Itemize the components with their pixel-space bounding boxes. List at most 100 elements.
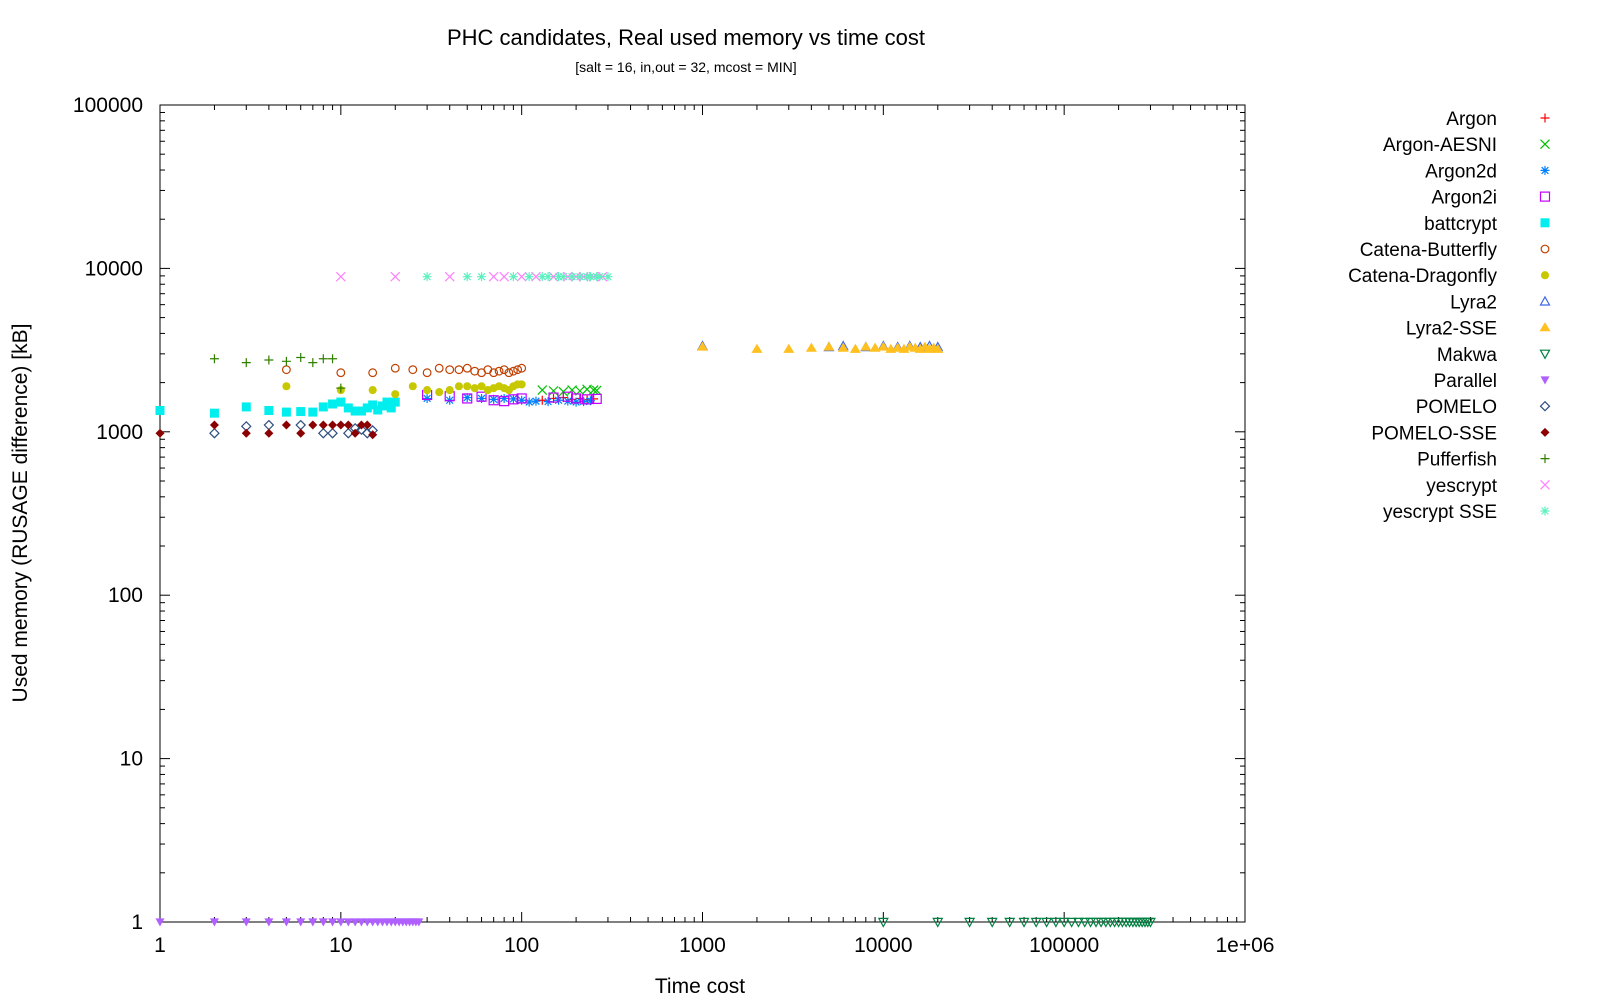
marker-shape bbox=[390, 271, 401, 282]
data-point-pomelo bbox=[263, 419, 275, 431]
marker-shape bbox=[591, 385, 602, 396]
data-point-pomelo-sse bbox=[336, 420, 346, 430]
data-point-lyra2-sse bbox=[697, 341, 708, 351]
marker-shape bbox=[591, 393, 602, 404]
marker-shape bbox=[1041, 917, 1053, 928]
marker-shape bbox=[1539, 400, 1551, 412]
data-point-pufferfish bbox=[296, 352, 306, 362]
data-point-lyra2-sse bbox=[805, 342, 817, 352]
legend-marker-pomelo-sse bbox=[1540, 427, 1550, 437]
marker-shape bbox=[964, 917, 976, 928]
data-point-pomelo-sse bbox=[155, 428, 165, 438]
data-point-lyra2-sse bbox=[860, 341, 872, 351]
data-point-makwa bbox=[1144, 917, 1156, 928]
marker-shape bbox=[567, 272, 577, 282]
marker-shape bbox=[932, 343, 944, 353]
data-point-catena-butterfly bbox=[499, 365, 509, 375]
data-point-catena-dragonfly bbox=[463, 382, 472, 391]
marker-shape bbox=[408, 365, 418, 375]
marker-shape bbox=[343, 403, 353, 413]
marker-shape bbox=[368, 386, 377, 395]
data-point-lyra2-sse bbox=[751, 343, 763, 353]
data-point-catena-butterfly bbox=[368, 368, 378, 378]
x-tick-label: 1e+06 bbox=[1216, 934, 1275, 957]
marker-shape bbox=[1540, 479, 1550, 490]
marker-shape bbox=[296, 918, 306, 927]
marker-shape bbox=[336, 383, 346, 393]
marker-shape bbox=[1004, 917, 1016, 928]
data-point-argon-aesni bbox=[591, 385, 602, 396]
data-point-battcrypt bbox=[241, 402, 251, 412]
marker-shape bbox=[476, 391, 487, 402]
marker-shape bbox=[444, 271, 455, 282]
data-point-yescrypt-sse bbox=[477, 272, 487, 282]
marker-shape bbox=[1085, 917, 1097, 928]
data-point-catena-butterfly bbox=[489, 368, 499, 378]
legend-marker-argon2d bbox=[1540, 165, 1550, 175]
data-point-lyra2-sse bbox=[892, 342, 904, 352]
marker-shape bbox=[1539, 191, 1551, 202]
marker-shape bbox=[281, 365, 291, 375]
data-point-argon2d bbox=[462, 393, 472, 403]
legend-marker-catena-butterfly bbox=[1540, 244, 1550, 254]
marker-shape bbox=[1018, 917, 1030, 928]
marker-shape bbox=[327, 427, 338, 439]
data-point-pomelo bbox=[342, 427, 354, 439]
marker-shape bbox=[1539, 295, 1551, 306]
data-point-parallel bbox=[281, 918, 291, 927]
data-point-yescrypt-sse bbox=[524, 272, 534, 282]
legend-label-battcrypt: battcrypt bbox=[1424, 214, 1498, 235]
data-point-yescrypt-sse bbox=[585, 272, 595, 282]
data-point-argon2d bbox=[524, 397, 534, 407]
data-point-catena-butterfly bbox=[462, 363, 472, 373]
legend-marker-argon2i bbox=[1539, 191, 1551, 202]
data-point-battcrypt bbox=[373, 405, 383, 415]
marker-shape bbox=[296, 407, 306, 417]
data-point-pomelo-sse bbox=[362, 420, 372, 430]
data-point-pufferfish bbox=[336, 383, 346, 393]
data-point-battcrypt bbox=[390, 397, 400, 407]
data-point-battcrypt bbox=[296, 407, 306, 417]
data-point-yescrypt-sse bbox=[537, 272, 547, 282]
legend-label-argon2d: Argon2d bbox=[1425, 161, 1497, 182]
legend-marker-battcrypt bbox=[1540, 218, 1550, 228]
data-point-yescrypt-sse bbox=[595, 272, 605, 282]
data-point-catena-butterfly bbox=[504, 368, 514, 378]
data-point-makwa bbox=[1058, 917, 1070, 928]
legend-label-pufferfish: Pufferfish bbox=[1417, 450, 1497, 471]
data-point-argon2i bbox=[571, 393, 582, 404]
marker-shape bbox=[209, 354, 219, 364]
data-point-battcrypt bbox=[328, 399, 338, 409]
data-point-lyra2-sse bbox=[869, 342, 881, 352]
marker-shape bbox=[362, 403, 372, 413]
data-point-argon2i bbox=[488, 395, 499, 406]
data-point-yescrypt-sse bbox=[575, 272, 585, 282]
marker-shape bbox=[1540, 244, 1550, 254]
marker-shape bbox=[386, 403, 396, 413]
data-point-argon2d bbox=[579, 397, 589, 407]
legend-marker-argon-aesni bbox=[1540, 139, 1550, 150]
marker-shape bbox=[350, 406, 360, 416]
data-point-parallel bbox=[308, 918, 318, 927]
data-point-argon2d bbox=[517, 395, 527, 405]
data-point-battcrypt bbox=[356, 406, 366, 416]
marker-shape bbox=[390, 397, 400, 407]
marker-shape bbox=[343, 420, 353, 430]
marker-shape bbox=[1540, 113, 1550, 123]
data-point-catena-butterfly bbox=[517, 363, 527, 373]
marker-shape bbox=[462, 393, 472, 403]
data-point-makwa bbox=[986, 917, 998, 928]
marker-shape bbox=[414, 918, 424, 927]
marker-shape bbox=[356, 420, 366, 430]
legend-marker-pomelo bbox=[1539, 400, 1551, 412]
data-point-catena-butterfly bbox=[508, 366, 518, 376]
marker-shape bbox=[373, 405, 383, 415]
data-point-yescrypt-sse bbox=[543, 272, 553, 282]
marker-shape bbox=[356, 406, 366, 416]
marker-shape bbox=[422, 368, 432, 378]
marker-shape bbox=[368, 430, 378, 440]
data-point-lyra2-sse bbox=[783, 343, 795, 353]
marker-shape bbox=[318, 420, 328, 430]
data-point-battcrypt bbox=[281, 407, 291, 417]
marker-shape bbox=[295, 419, 307, 431]
